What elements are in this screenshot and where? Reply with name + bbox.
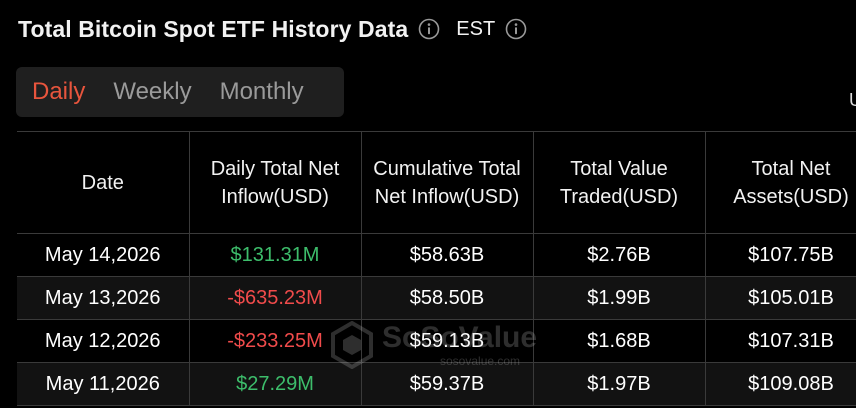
cell-daily-inflow: $131.31M bbox=[188, 233, 362, 277]
cell-date: May 13,2026 bbox=[17, 276, 190, 320]
timezone-label: EST bbox=[456, 17, 496, 40]
page-title: Total Bitcoin Spot ETF History Data bbox=[18, 15, 409, 42]
cell-net-assets: $107.75B bbox=[704, 233, 856, 277]
column-header-date[interactable]: Date bbox=[17, 131, 190, 234]
column-header-value-traded[interactable]: Total Value Traded(USD) bbox=[532, 131, 706, 234]
cell-value-traded: $1.99B bbox=[532, 276, 706, 320]
tab-daily[interactable]: Daily bbox=[32, 78, 86, 105]
column-header-cumulative-inflow[interactable]: Cumulative Total Net Inflow(USD) bbox=[360, 131, 534, 234]
cell-value-traded: $1.97B bbox=[532, 362, 706, 406]
cell-date: May 12,2026 bbox=[17, 319, 190, 363]
column-header-net-assets[interactable]: Total Net Assets(USD) bbox=[704, 131, 856, 234]
cell-daily-inflow: -$233.25M bbox=[188, 319, 362, 363]
cell-cumulative-inflow: $58.50B bbox=[360, 276, 534, 320]
table-row: May 14,2026 $131.31M $58.63B $2.76B $107… bbox=[17, 233, 856, 277]
cell-cumulative-inflow: $58.63B bbox=[360, 233, 534, 277]
table-row: May 11,2026 $27.29M $59.37B $1.97B $109.… bbox=[17, 362, 856, 406]
cell-date: May 14,2026 bbox=[17, 233, 190, 277]
tab-monthly[interactable]: Monthly bbox=[219, 78, 304, 105]
cell-net-assets: $107.31B bbox=[704, 319, 856, 363]
info-icon[interactable] bbox=[418, 18, 440, 40]
etf-history-table: Date Daily Total Net Inflow(USD) Cumulat… bbox=[17, 131, 856, 406]
table-header-row: Date Daily Total Net Inflow(USD) Cumulat… bbox=[17, 131, 856, 234]
clipped-edge-text: U bbox=[849, 90, 856, 110]
tab-weekly[interactable]: Weekly bbox=[113, 78, 192, 105]
page-header: Total Bitcoin Spot ETF History Data EST bbox=[18, 12, 527, 46]
cell-net-assets: $105.01B bbox=[704, 276, 856, 320]
cell-cumulative-inflow: $59.13B bbox=[360, 319, 534, 363]
table-row: May 13,2026 -$635.23M $58.50B $1.99B $10… bbox=[17, 276, 856, 320]
cell-value-traded: $2.76B bbox=[532, 233, 706, 277]
cell-net-assets: $109.08B bbox=[704, 362, 856, 406]
table-row: May 12,2026 -$233.25M $59.13B $1.68B $10… bbox=[17, 319, 856, 363]
cell-daily-inflow: -$635.23M bbox=[188, 276, 362, 320]
column-header-daily-inflow[interactable]: Daily Total Net Inflow(USD) bbox=[188, 131, 362, 234]
cell-cumulative-inflow: $59.37B bbox=[360, 362, 534, 406]
timezone-info-icon[interactable] bbox=[505, 18, 527, 40]
period-tabs: Daily Weekly Monthly bbox=[16, 67, 344, 117]
cell-date: May 11,2026 bbox=[17, 362, 190, 406]
cell-daily-inflow: $27.29M bbox=[188, 362, 362, 406]
cell-value-traded: $1.68B bbox=[532, 319, 706, 363]
